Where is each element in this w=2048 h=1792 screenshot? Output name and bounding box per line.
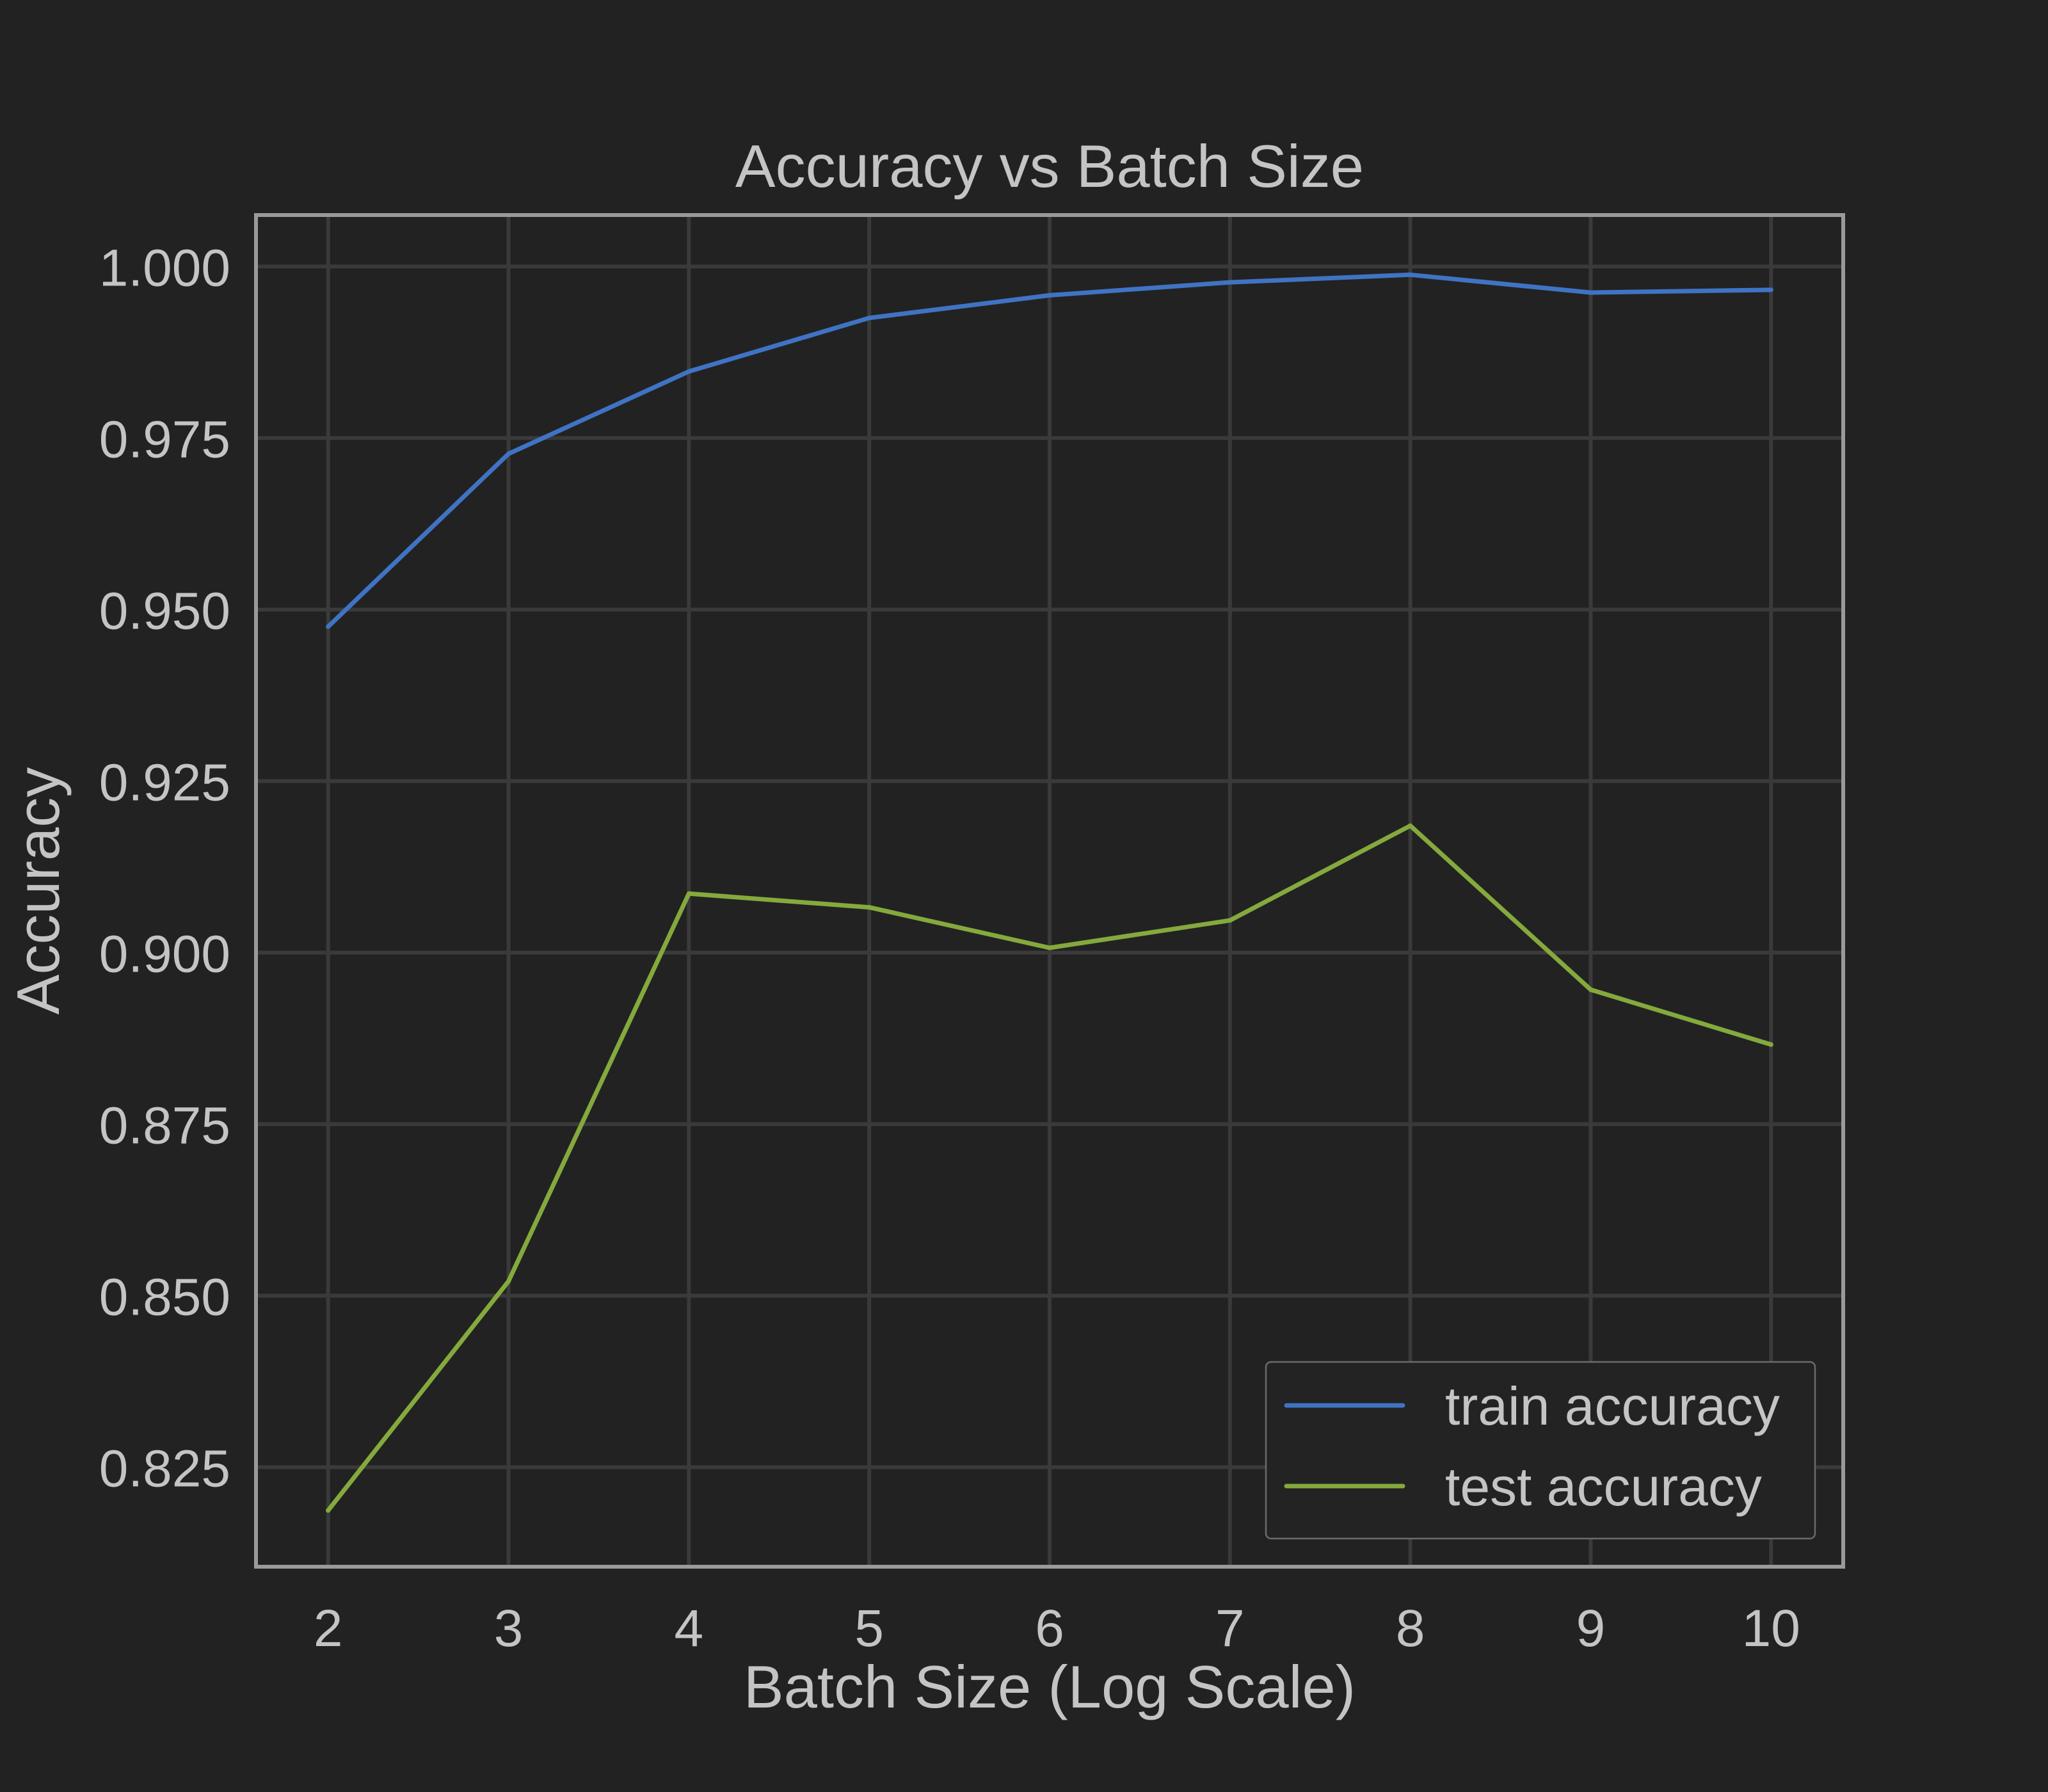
data-point-test-accuracy (1408, 823, 1413, 828)
data-point-test-accuracy (867, 905, 872, 910)
data-point-test-accuracy (1768, 1042, 1773, 1047)
x-tick-labels: 2 3 4 5 6 7 8 9 10 (314, 1599, 1800, 1658)
y-tick-label: 0.825 (99, 1440, 230, 1498)
y-tick-label: 1.000 (99, 239, 230, 297)
y-tick-label: 0.850 (99, 1268, 230, 1327)
x-tick-label: 4 (675, 1599, 704, 1658)
data-point-test-accuracy (326, 1508, 331, 1513)
x-tick-label: 2 (314, 1599, 343, 1658)
data-point-train-accuracy (1408, 272, 1413, 277)
x-tick-label: 7 (1215, 1599, 1245, 1658)
x-tick-label: 9 (1576, 1599, 1606, 1658)
data-point-train-accuracy (867, 316, 872, 321)
y-tick-label: 0.975 (99, 410, 230, 468)
data-point-train-accuracy (1228, 280, 1233, 285)
x-tick-label: 10 (1742, 1599, 1800, 1658)
data-point-train-accuracy (1768, 287, 1773, 292)
y-tick-labels: 0.825 0.850 0.875 0.900 0.925 0.950 0.975 1.000 (99, 239, 230, 1498)
x-tick-label: 6 (1035, 1599, 1064, 1658)
y-tick-label: 0.925 (99, 753, 230, 812)
x-tick-label: 5 (854, 1599, 884, 1658)
data-point-train-accuracy (686, 369, 691, 374)
legend-label-train-accuracy: train accuracy (1445, 1376, 1780, 1436)
legend: train accuracy test accuracy (1265, 1361, 1816, 1540)
y-tick-label: 0.950 (99, 582, 230, 640)
y-tick-label: 0.875 (99, 1097, 230, 1155)
chart-title: Accuracy vs Batch Size (735, 132, 1364, 200)
data-point-train-accuracy (1588, 290, 1593, 295)
data-point-test-accuracy (1047, 945, 1052, 950)
x-tick-label: 8 (1396, 1599, 1425, 1658)
data-point-train-accuracy (506, 451, 511, 456)
data-point-test-accuracy (1588, 987, 1593, 992)
data-point-train-accuracy (1047, 292, 1052, 298)
x-axis-label: Batch Size (Log Scale) (744, 1653, 1356, 1720)
data-point-train-accuracy (326, 624, 331, 629)
legend-label-test-accuracy: test accuracy (1445, 1457, 1762, 1517)
data-point-test-accuracy (1228, 918, 1233, 923)
plot-frame (254, 213, 1845, 1569)
x-tick-label: 3 (494, 1599, 524, 1658)
y-tick-label: 0.900 (99, 925, 230, 983)
data-point-test-accuracy (686, 891, 691, 896)
y-axis-label: Accuracy (4, 767, 72, 1015)
data-point-test-accuracy (506, 1279, 511, 1284)
series-lines (326, 272, 1773, 1513)
